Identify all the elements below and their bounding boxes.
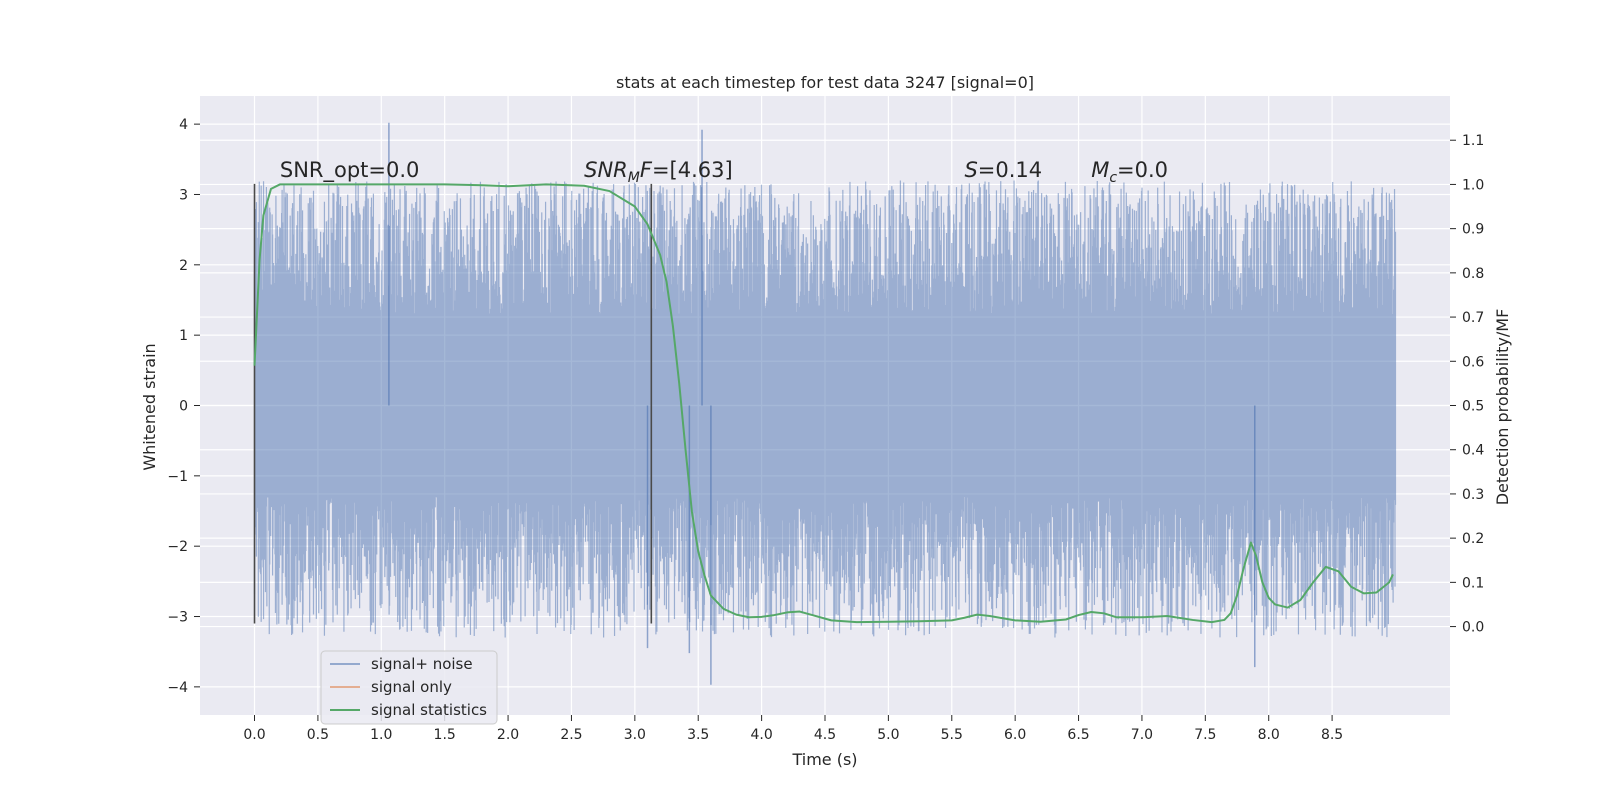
x-tick-label-0: 0.0 <box>243 727 265 743</box>
legend-label-signal-only: signal only <box>371 678 452 696</box>
y-left-tick-label-2: 2 <box>179 258 188 274</box>
x-axis-label: Time (s) <box>791 750 857 769</box>
legend: signal+ noise signal only signal statist… <box>320 650 498 725</box>
x-tick-label-14: 7.0 <box>1131 727 1153 743</box>
x-tick-label-17: 8.5 <box>1321 727 1343 743</box>
x-tick-label-12: 6.0 <box>1004 727 1026 743</box>
y-right-tick-label-9: 0.2 <box>1462 531 1484 547</box>
y-left-tick-label-0: 4 <box>179 117 188 133</box>
x-tick-label-3: 1.5 <box>434 727 456 743</box>
y-left-tick-label-4: 0 <box>179 399 188 415</box>
annotation-1: SNRMF=[4.63] <box>584 158 733 186</box>
x-tick-label-15: 7.5 <box>1194 727 1216 743</box>
marker-lines <box>253 183 653 624</box>
x-tick-label-5: 2.5 <box>560 727 582 743</box>
x-tick-label-2: 1.0 <box>370 727 392 743</box>
y-left-tick-label-5: −1 <box>167 469 188 485</box>
x-tick-label-6: 3.0 <box>624 727 646 743</box>
annotation-3: Mc=0.0 <box>1091 158 1168 186</box>
y-right-tick-label-11: 0.0 <box>1462 620 1484 636</box>
x-tick-label-8: 4.0 <box>750 727 772 743</box>
x-tick-label-7: 3.5 <box>687 727 709 743</box>
x-axis-ticks: 0.0 0.5 1.0 1.5 2.0 2.5 3.0 3.5 4.0 4.5 5.0 5.5 6.0 6… <box>243 715 1343 743</box>
y-axis-right-label: Detection probability/MF <box>1493 309 1512 506</box>
signal-statistics-series <box>253 183 1394 624</box>
annotations: SNR_opt=0.0 SNRMF=[4.63] S=0.14 Mc=0.0 <box>280 158 1168 186</box>
y-axis-left-ticks: 4 3 2 1 0 −1 −2 −3 −4 <box>167 117 200 696</box>
chart-title: stats at each timestep for test data 324… <box>616 73 1034 92</box>
x-tick-label-1: 0.5 <box>307 727 329 743</box>
x-tick-label-11: 5.5 <box>941 727 963 743</box>
y-left-tick-label-1: 3 <box>179 187 188 203</box>
y-left-tick-label-8: −4 <box>167 680 188 696</box>
x-tick-label-4: 2.0 <box>497 727 519 743</box>
y-left-tick-label-6: −2 <box>167 539 188 555</box>
y-right-tick-label-2: 0.9 <box>1462 222 1484 238</box>
signal-statistics-line <box>253 183 1394 624</box>
y-left-tick-label-3: 1 <box>179 328 188 344</box>
y-right-tick-label-10: 0.1 <box>1462 575 1484 591</box>
x-tick-label-16: 8.0 <box>1258 727 1280 743</box>
x-tick-label-10: 5.0 <box>877 727 899 743</box>
legend-label-noise: signal+ noise <box>371 655 473 673</box>
legend-label-statistics: signal statistics <box>371 701 487 719</box>
y-right-tick-label-5: 0.6 <box>1462 354 1484 370</box>
annotation-2: S=0.14 <box>964 158 1042 182</box>
y-right-tick-label-8: 0.3 <box>1462 487 1484 503</box>
y-right-tick-label-4: 0.7 <box>1462 310 1484 326</box>
y-right-tick-label-3: 0.8 <box>1462 266 1484 282</box>
y-right-tick-label-1: 1.0 <box>1462 177 1484 193</box>
y-right-tick-label-0: 1.1 <box>1462 133 1484 149</box>
x-tick-label-9: 4.5 <box>814 727 836 743</box>
y-right-tick-label-7: 0.4 <box>1462 443 1484 459</box>
y-axis-left-label: Whitened strain <box>140 343 159 470</box>
noise-band <box>253 180 1397 638</box>
y-left-tick-label-7: −3 <box>167 610 188 626</box>
y-axis-right-ticks: 1.1 1.0 0.9 0.8 0.7 0.6 0.5 0.4 0.3 0.2 0.1 0.0 <box>1450 133 1484 636</box>
y-right-tick-label-6: 0.5 <box>1462 399 1484 415</box>
x-tick-label-13: 6.5 <box>1067 727 1089 743</box>
legend-box <box>320 650 498 725</box>
annotation-0: SNR_opt=0.0 <box>280 158 420 183</box>
